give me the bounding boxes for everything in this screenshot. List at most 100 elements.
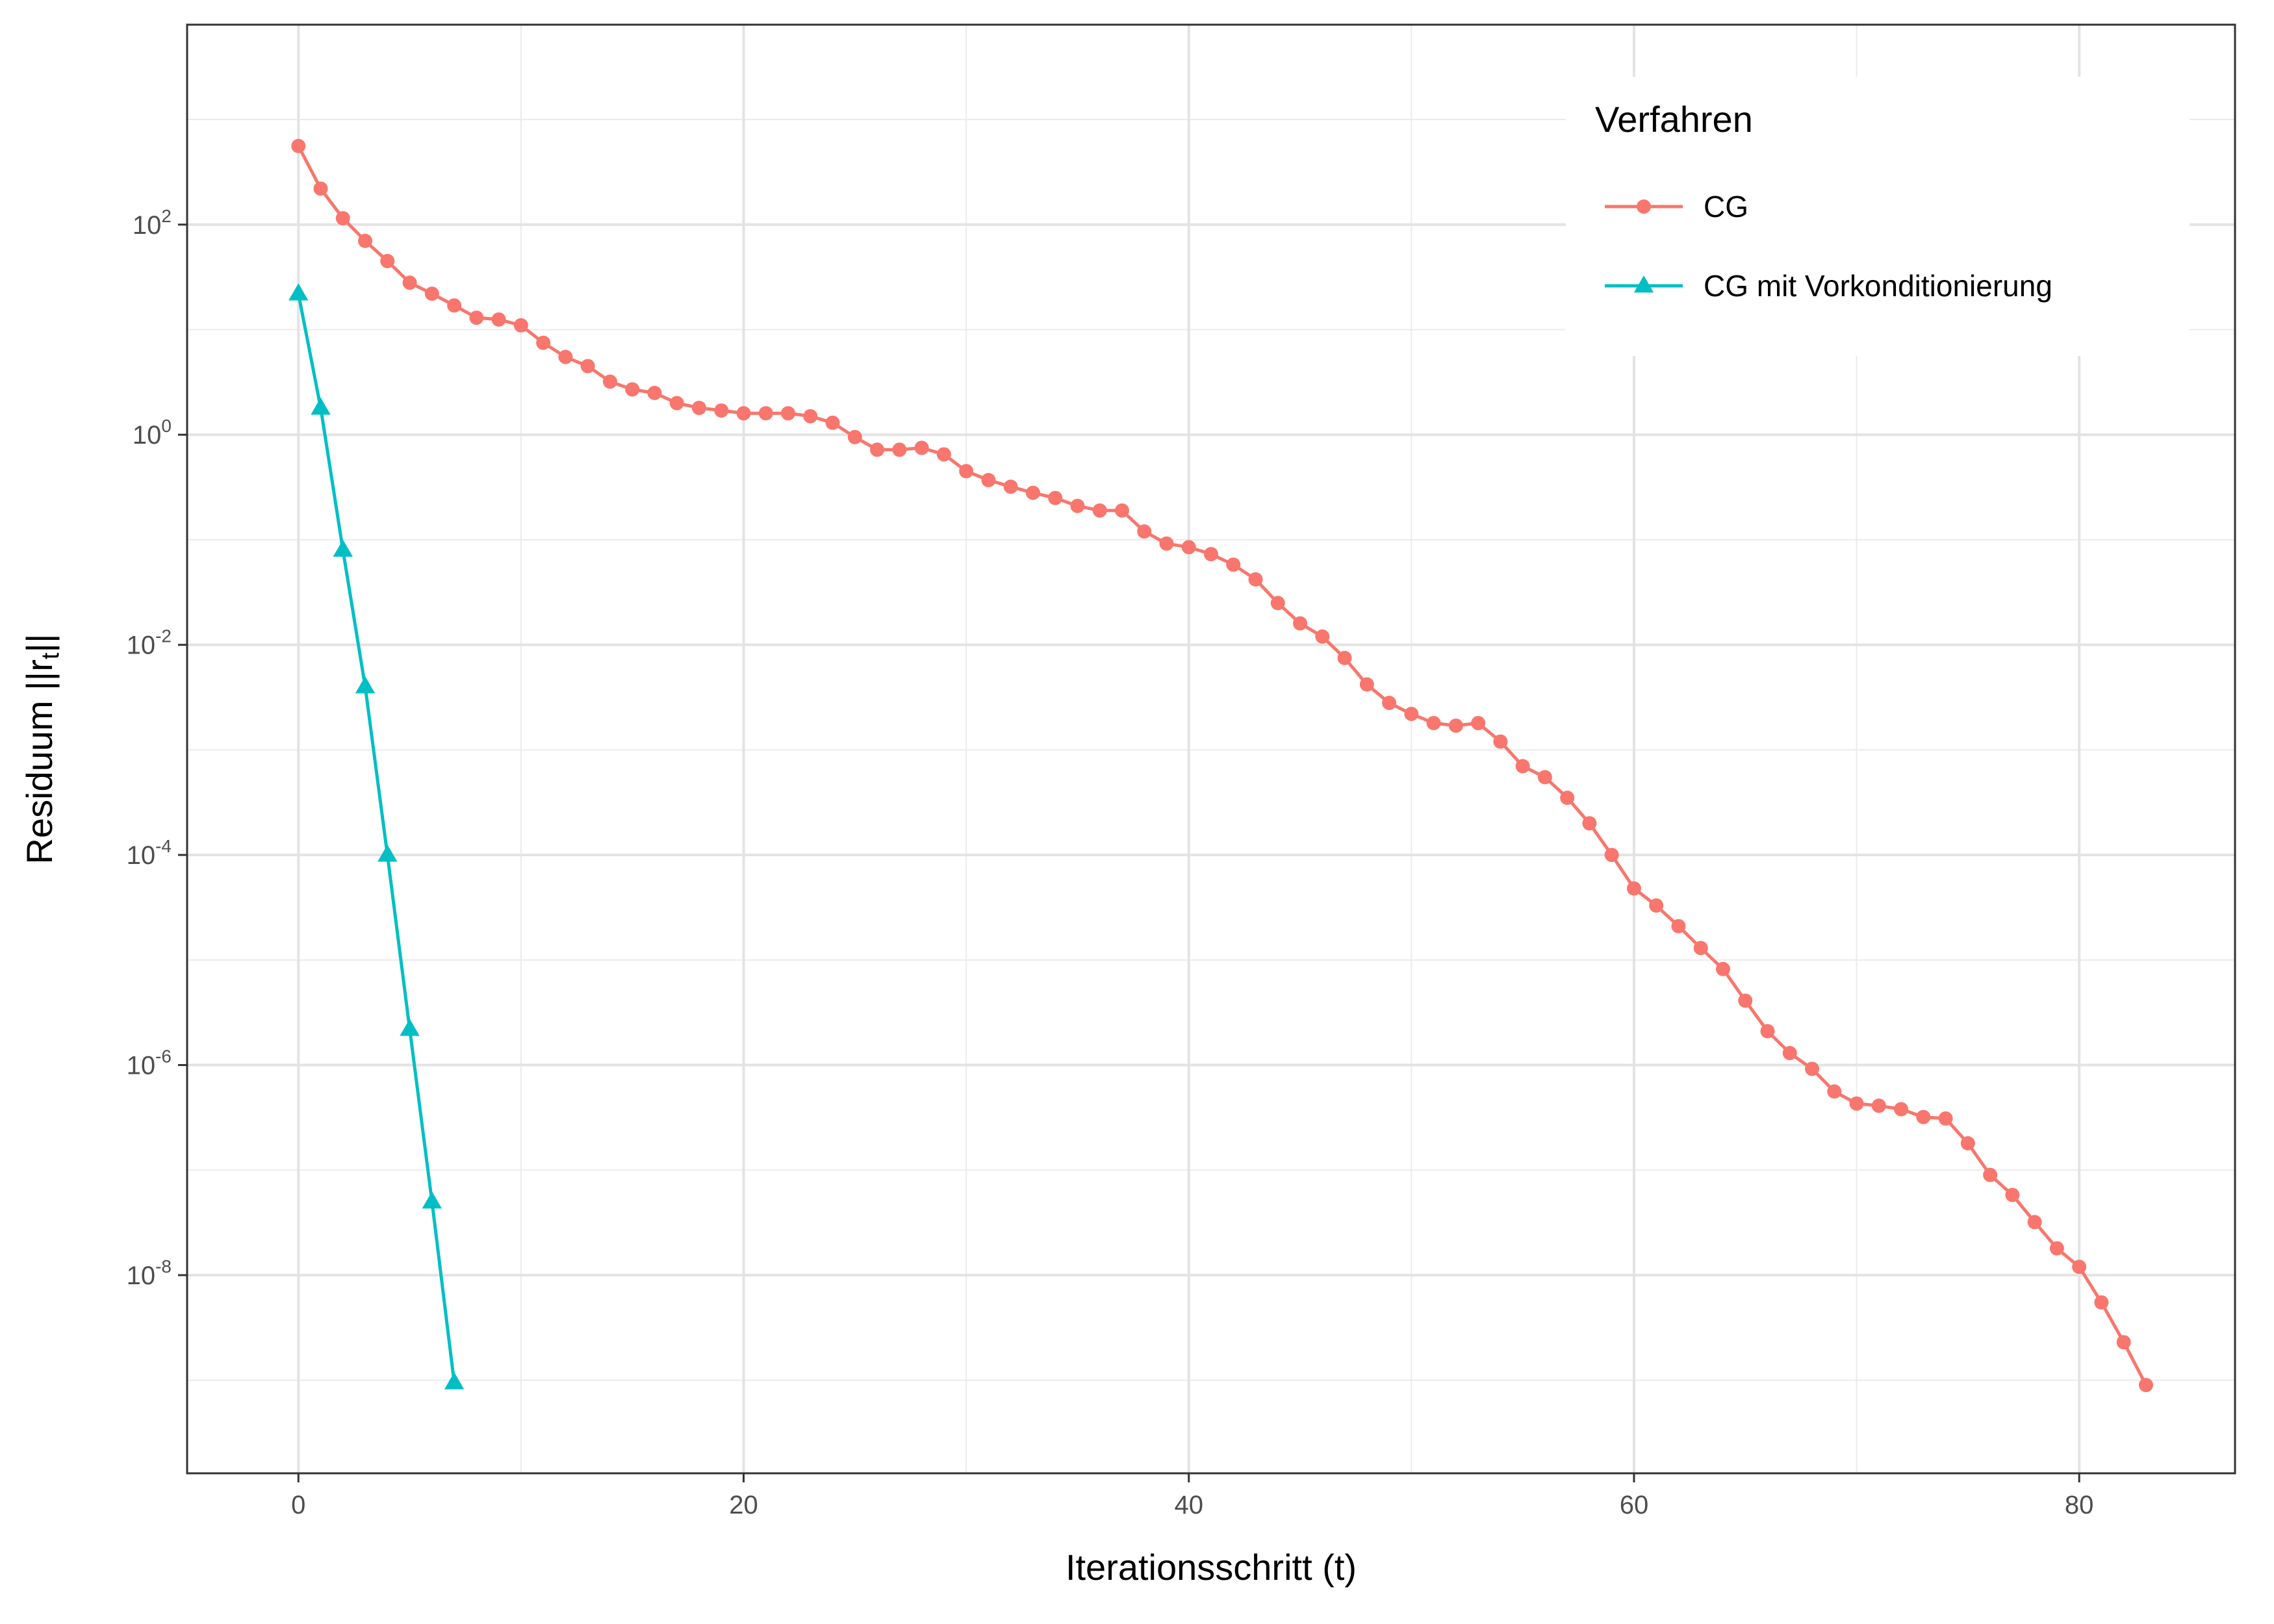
x-tick-label: 0 [291, 1491, 305, 1519]
data-point-cg [402, 275, 417, 290]
data-point-cg [358, 233, 373, 248]
data-point-cg [1649, 898, 1664, 913]
y-tick-label: 10-4 [127, 836, 172, 870]
data-point-cg [914, 440, 929, 455]
x-tick-label: 80 [2065, 1491, 2094, 1519]
data-point-cg [513, 318, 528, 333]
data-point-cg [2005, 1187, 2020, 1202]
y-tick-label-base: 10 [127, 841, 156, 870]
x-tick-label: 20 [729, 1491, 758, 1519]
y-tick-label: 10-6 [127, 1047, 172, 1080]
data-point-cg [2049, 1241, 2064, 1256]
y-tick-label-exponent: -8 [155, 1256, 172, 1276]
data-point-cg [1560, 791, 1575, 806]
data-point-cg [2116, 1335, 2131, 1350]
data-point-cg [2138, 1378, 2153, 1393]
data-point-cg [558, 349, 573, 364]
data-point-cg [469, 311, 484, 325]
data-point-cg-precond [355, 676, 376, 694]
data-point-cg [2027, 1215, 2042, 1230]
y-axis-title-subscript: t [37, 652, 64, 659]
data-point-cg [447, 298, 462, 313]
data-point-cg [892, 442, 907, 457]
x-axis-title: Iterationsschritt (t) [1066, 1547, 1357, 1588]
data-point-cg [2094, 1295, 2109, 1310]
legend-key-marker-cg [1637, 199, 1651, 214]
data-point-cg [291, 138, 306, 153]
data-point-cg [1337, 650, 1352, 665]
data-point-cg [1471, 716, 1486, 731]
data-point-cg [1537, 770, 1552, 785]
data-point-cg [580, 359, 595, 374]
legend-key-marker-cg-precond [1633, 275, 1654, 293]
data-point-cg-precond [333, 539, 353, 557]
data-point-cg [1805, 1061, 1820, 1076]
y-axis-title-prefix: Residuum ||r [19, 659, 60, 864]
data-point-cg [692, 400, 706, 415]
legend-label-cg: CG [1704, 190, 1748, 223]
data-point-cg [1092, 503, 1107, 518]
data-point-cg [1382, 696, 1397, 711]
data-point-cg [803, 409, 818, 424]
data-point-cg [1404, 707, 1419, 722]
y-tick-label-base: 10 [133, 211, 162, 240]
data-point-cg [380, 253, 395, 268]
data-point-cg [1738, 993, 1753, 1008]
data-point-cg [1716, 961, 1730, 976]
data-point-cg [1626, 881, 1641, 896]
data-point-cg [1960, 1136, 1975, 1150]
data-point-cg [1114, 503, 1129, 518]
data-point-cg [1270, 596, 1285, 611]
data-point-cg-precond [377, 844, 398, 862]
data-point-cg-precond [288, 283, 309, 301]
data-point-cg [647, 385, 662, 400]
data-point-cg [536, 335, 551, 350]
legend-items: CG CG mit Vorkonditionierung [1605, 190, 2052, 303]
data-point-cg-precond [311, 397, 331, 415]
legend-title: Verfahren [1595, 99, 1753, 140]
data-point-cg [1048, 490, 1063, 505]
data-point-cg [1760, 1024, 1775, 1039]
y-tick-label-exponent: -2 [155, 626, 172, 646]
data-point-cg [1315, 629, 1330, 644]
data-point-cg-precond [400, 1019, 420, 1036]
data-point-cg [602, 374, 617, 389]
data-point-cg [1070, 498, 1085, 513]
data-point-cg [1025, 485, 1040, 500]
data-point-cg [491, 312, 506, 327]
data-point-cg [2072, 1260, 2087, 1275]
data-point-cg [1671, 919, 1686, 933]
y-tick-label: 10-2 [127, 626, 172, 660]
data-point-cg [1938, 1111, 1953, 1126]
series-line-cg-precond [296, 293, 456, 1383]
data-point-cg [1983, 1167, 1998, 1182]
data-point-cg [1782, 1046, 1797, 1061]
data-point-cg [335, 210, 350, 225]
data-point-cg [1916, 1110, 1931, 1124]
y-tick-label: 10-8 [127, 1256, 172, 1290]
y-axis-title-suffix: || [19, 633, 60, 652]
data-point-cg [313, 181, 328, 196]
data-point-cg [1871, 1098, 1886, 1113]
data-point-cg [669, 396, 684, 411]
y-tick-label-base: 10 [133, 421, 162, 450]
data-point-cg [1293, 616, 1308, 631]
data-point-cg [1426, 716, 1441, 731]
y-tick-label-exponent: 2 [161, 206, 172, 226]
y-tick-label-base: 10 [127, 1052, 156, 1080]
x-tick-label: 40 [1174, 1491, 1203, 1519]
data-point-cg [847, 429, 862, 444]
data-point-cg [870, 442, 885, 457]
data-point-cg [959, 464, 974, 479]
data-point-cg [625, 382, 640, 397]
y-tick-label: 100 [133, 416, 172, 450]
data-point-cg [1493, 734, 1508, 749]
data-point-cg [1448, 718, 1463, 733]
y-tick-label-exponent: -6 [155, 1047, 172, 1067]
data-point-cg [1159, 536, 1174, 551]
data-point-cg [1693, 941, 1708, 956]
data-point-cg [1582, 816, 1597, 831]
data-point-cg [1248, 572, 1263, 587]
